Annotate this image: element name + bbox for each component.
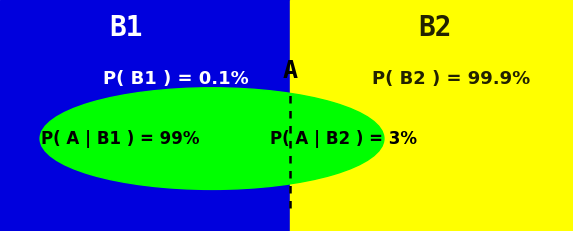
Text: P( A | B1 ) = 99%: P( A | B1 ) = 99% xyxy=(41,130,199,148)
Text: P( B1 ) = 0.1%: P( B1 ) = 0.1% xyxy=(103,70,249,88)
Text: P( B2 ) = 99.9%: P( B2 ) = 99.9% xyxy=(372,70,531,88)
Bar xyxy=(0,0,290,231)
Bar xyxy=(290,0,573,231)
Text: B2: B2 xyxy=(419,14,452,42)
Text: A: A xyxy=(282,59,297,83)
Text: B1: B1 xyxy=(109,14,143,42)
Text: P( A | B2 ) = 3%: P( A | B2 ) = 3% xyxy=(270,130,417,148)
Ellipse shape xyxy=(40,88,384,189)
